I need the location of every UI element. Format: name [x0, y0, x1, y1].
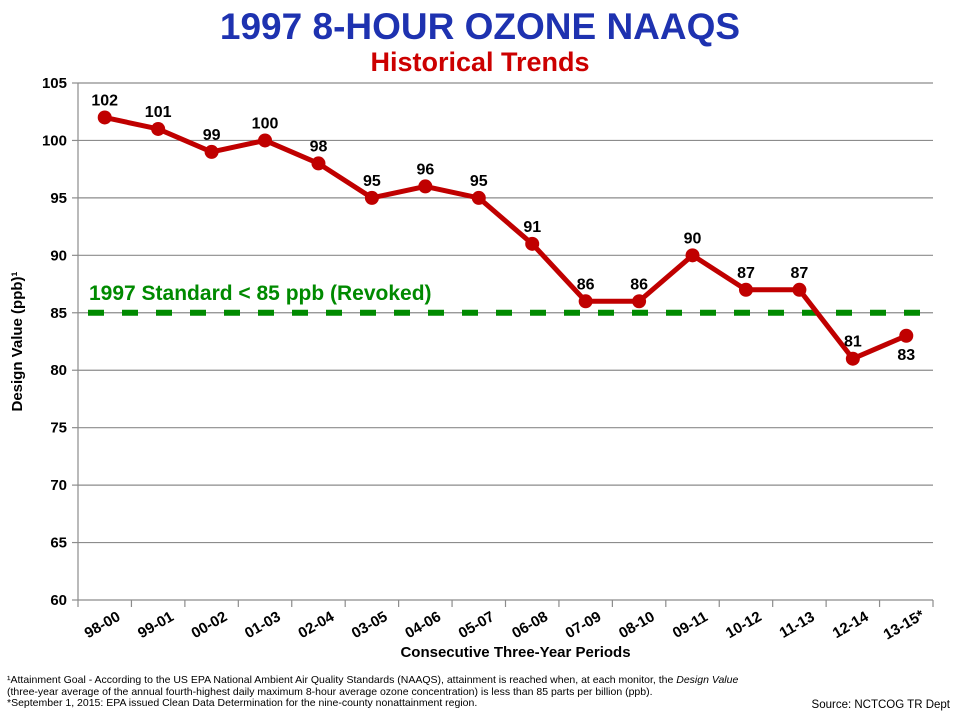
data-point: [792, 282, 807, 297]
page-title: 1997 8-HOUR OZONE NAAQS: [219, 6, 741, 47]
x-tick-label: 04-06: [402, 608, 444, 642]
y-tick-label: 95: [50, 190, 67, 207]
x-tick-label: 07-09: [563, 608, 605, 642]
y-tick-label: 80: [50, 362, 67, 379]
footnote-line-1: ¹Attainment Goal - According to the US E…: [7, 674, 739, 686]
data-point: [151, 121, 166, 136]
y-tick-label: 65: [50, 535, 67, 552]
data-point-label: 87: [791, 265, 809, 282]
x-tick-label: 08-10: [616, 608, 658, 642]
data-point: [258, 133, 273, 148]
footnote-line-3: *September 1, 2015: EPA issued Clean Dat…: [7, 697, 478, 710]
data-point-label: 102: [91, 92, 118, 109]
data-point: [578, 294, 593, 309]
data-point-label: 99: [203, 127, 221, 144]
y-axis-title: Design Value (ppb)¹: [9, 271, 26, 411]
data-point-label: 98: [310, 138, 328, 155]
footnotes: ¹Attainment Goal - According to the US E…: [7, 674, 797, 710]
x-tick-label: 01-03: [242, 608, 284, 642]
data-point-label: 101: [145, 104, 172, 121]
data-point: [471, 190, 486, 205]
data-point-label: 95: [470, 173, 488, 190]
data-point-label: 95: [363, 173, 381, 190]
source-text: Source: NCTCOG TR Dept: [811, 699, 950, 711]
data-point: [845, 351, 860, 366]
y-tick-label: 100: [42, 132, 67, 149]
y-tick-label: 90: [50, 247, 67, 264]
x-tick-label: 05-07: [456, 608, 498, 642]
data-point-label: 83: [897, 347, 915, 364]
data-point-label: 96: [416, 161, 434, 178]
data-point-label: 87: [737, 265, 755, 282]
data-point: [738, 282, 753, 297]
data-point-label: 90: [684, 230, 702, 247]
data-point-label: 91: [523, 219, 541, 236]
y-tick-label: 85: [50, 305, 67, 322]
x-axis-title: Consecutive Three-Year Periods: [400, 644, 630, 661]
y-tick-label: 105: [42, 75, 67, 92]
data-point: [204, 144, 219, 159]
data-point: [311, 156, 326, 171]
data-point: [97, 110, 112, 125]
x-tick-label: 10-12: [723, 608, 765, 642]
data-point: [685, 248, 700, 263]
x-tick-label: 06-08: [509, 608, 551, 642]
x-tick-label: 98-00: [82, 608, 124, 642]
y-tick-label: 70: [50, 477, 67, 494]
x-tick-label: 11-13: [777, 608, 818, 641]
series-line: [102, 114, 909, 362]
data-point: [418, 179, 433, 194]
x-tick-label: 03-05: [349, 608, 391, 642]
data-point: [899, 328, 914, 343]
x-tick-label: 12-14: [830, 608, 872, 642]
x-tick-label: 00-02: [188, 608, 230, 642]
y-tick-label: 60: [50, 592, 67, 609]
data-point-label: 81: [844, 334, 862, 351]
footnote-italic-term: Design Value: [676, 674, 739, 686]
footnote-line-2: (three-year average of the annual fourth…: [7, 685, 653, 698]
data-point: [525, 236, 540, 251]
x-tick-label: 99-01: [135, 608, 177, 642]
page-subtitle: Historical Trends: [370, 47, 590, 77]
x-tick-label: 13-15*: [881, 607, 928, 644]
x-tick-label: 09-11: [670, 608, 711, 641]
data-point: [632, 294, 647, 309]
data-point-label: 86: [630, 276, 648, 293]
data-point-label: 100: [252, 115, 279, 132]
data-point-label: 86: [577, 276, 595, 293]
standard-label: 1997 Standard < 85 ppb (Revoked): [89, 282, 432, 305]
data-point: [364, 190, 379, 205]
y-tick-label: 75: [50, 420, 67, 437]
x-tick-label: 02-04: [295, 608, 337, 642]
